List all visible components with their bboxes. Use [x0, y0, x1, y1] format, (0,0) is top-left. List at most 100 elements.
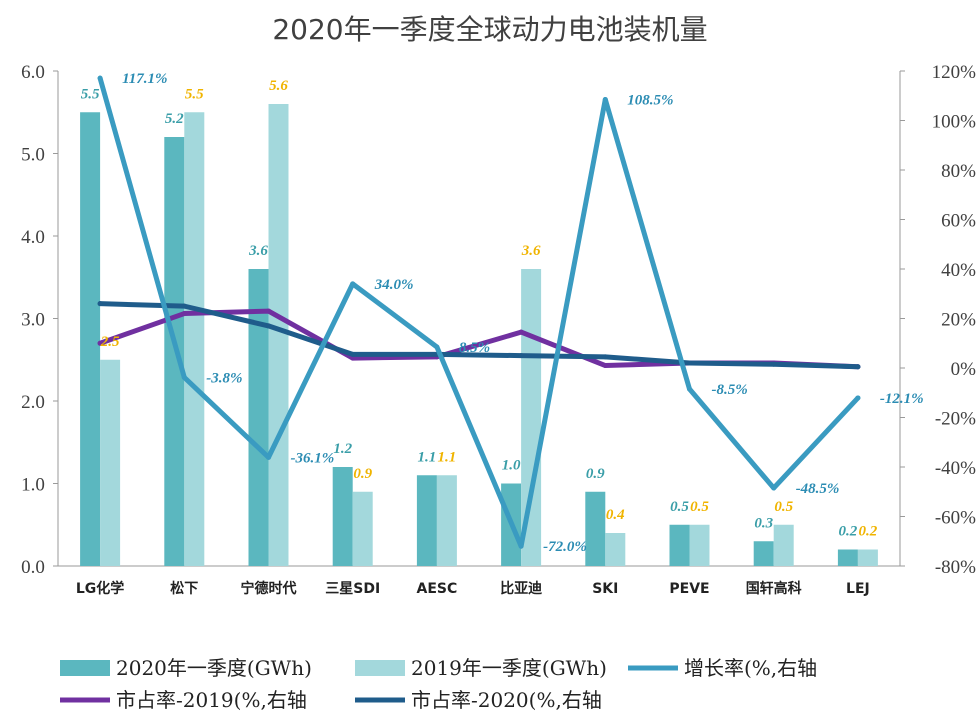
y-left-tick-label: 2.0: [21, 392, 45, 413]
bar-2020-label: 1.0: [502, 458, 521, 474]
line-point-2: [687, 386, 692, 392]
line-point-2: [771, 485, 777, 491]
line-point-3: [97, 340, 103, 346]
x-tick-label: 比亚迪: [500, 580, 542, 597]
line-point-4: [181, 303, 187, 309]
y-right-tick-label: -80%: [935, 557, 976, 578]
y-left-tick-label: 1.0: [21, 475, 45, 496]
bar-2019: [184, 112, 205, 566]
legend-label: 2019年一季度(GWh): [411, 656, 607, 680]
y-left-tick-label: 4.0: [21, 227, 45, 248]
line-series-4: [97, 301, 861, 370]
bar-2019: [605, 533, 626, 566]
growth-label: 117.1%: [122, 71, 167, 87]
bar-2019-label: 3.6: [521, 243, 541, 259]
line-point-4: [687, 360, 692, 366]
bar-2019-label: 0.4: [606, 507, 625, 523]
growth-label: -8.5%: [712, 382, 748, 398]
line-point-3: [181, 311, 187, 317]
bar-2020: [837, 549, 858, 566]
x-tick-label: LG化学: [76, 580, 124, 597]
growth-label: -36.1%: [291, 450, 335, 466]
bar-2019: [268, 104, 289, 566]
y-right-tick-label: 40%: [941, 260, 976, 281]
bar-2019: [436, 475, 457, 566]
y-right-tick-label: 0%: [951, 359, 977, 380]
y-right-tick-label: -40%: [935, 458, 976, 479]
bar-2020-label: 0.2: [839, 524, 858, 540]
bar-2020: [80, 112, 101, 566]
growth-label: 34.0%: [374, 277, 414, 293]
bar-2020: [669, 524, 690, 566]
bar-2020: [164, 137, 185, 566]
y-right-tick-label: 120%: [932, 62, 977, 83]
bar-2020-label: 1.2: [333, 441, 352, 457]
legend-label: 增长率(%,右轴: [684, 656, 817, 680]
line-point-4: [97, 301, 103, 307]
bar-2020-label: 1.1: [418, 449, 437, 465]
line-point-2: [181, 374, 187, 380]
line-point-2: [602, 96, 608, 102]
bar-2019-label: 0.5: [690, 499, 709, 515]
growth-label: -12.1%: [880, 391, 924, 407]
line-point-2: [350, 281, 356, 287]
y-right-tick-label: 100%: [932, 112, 977, 133]
y-left-tick-label: 0.0: [21, 557, 45, 578]
bar-2020-label: 5.2: [165, 111, 184, 127]
bar-2020-label: 0.9: [586, 466, 605, 482]
bar-2019-label: 0.2: [859, 524, 878, 540]
line-point-4: [771, 361, 777, 367]
legend: 2020年一季度(GWh) 2019年一季度(GWh) 增长率(%,右轴市占率-20…: [60, 656, 817, 712]
x-tick-label: 松下: [170, 580, 198, 597]
line-point-2: [97, 75, 103, 81]
legend-swatch-0: [60, 660, 110, 676]
line-point-4: [602, 354, 608, 360]
y-left-tick-label: 6.0: [21, 62, 45, 83]
line-point-2: [855, 395, 861, 401]
bar-2019: [521, 269, 542, 566]
bar-2019: [773, 524, 794, 566]
bar-2020: [248, 269, 269, 566]
line-point-3: [518, 329, 524, 335]
x-tick-label: 宁德时代: [241, 580, 297, 597]
chart-title: 2020年一季度全球动力电池装机量: [272, 13, 707, 46]
bar-2020: [753, 541, 774, 566]
line-point-2: [434, 344, 440, 350]
line-point-2: [518, 543, 524, 549]
bar-2020: [585, 491, 606, 566]
growth-label: -3.8%: [206, 370, 242, 386]
y-right-tick-label: 60%: [941, 211, 976, 232]
growth-label: 108.5%: [627, 92, 673, 108]
bar-2020: [416, 475, 437, 566]
legend-label: 2020年一季度(GWh): [116, 656, 312, 680]
line-point-4: [518, 353, 524, 359]
line-point-4: [266, 323, 271, 329]
bar-2019-label: 0.9: [353, 466, 372, 482]
bar-2020-label: 5.5: [81, 86, 100, 102]
legend-label: 市占率-2020(%,右轴: [411, 688, 602, 712]
growth-label: 8.5%: [459, 340, 490, 356]
line-point-2: [266, 454, 271, 460]
axes: 0.0 1.0 2.0 3.0 4.0 5.0 6.0 -80% -60% -40% -20% 0% 2…: [21, 62, 976, 597]
line-point-3: [266, 308, 271, 314]
growth-label: -72.0%: [543, 539, 587, 555]
line-point-4: [350, 351, 356, 357]
bar-2020-label: 0.3: [754, 515, 773, 531]
bar-2019: [352, 491, 373, 566]
x-tick-label: 三星SDI: [325, 581, 380, 597]
bar-2019-label: 5.6: [269, 78, 288, 94]
line-series-3: [97, 308, 861, 370]
y-left-tick-label: 5.0: [21, 145, 45, 166]
line-point-3: [602, 363, 608, 369]
bar-2019: [689, 524, 710, 566]
x-tick-label: 国轩高科: [746, 580, 802, 597]
bar-2019-label: 2.5: [100, 334, 120, 350]
bar-2019-label: 5.5: [185, 86, 204, 102]
y-right-tick-label: -60%: [935, 508, 976, 529]
bar-2019: [857, 549, 878, 566]
bar-2019-label: 1.1: [438, 449, 457, 465]
line-point-4: [855, 364, 861, 370]
x-tick-label: LEJ: [846, 581, 870, 597]
bar-2019-label: 0.5: [774, 499, 793, 515]
